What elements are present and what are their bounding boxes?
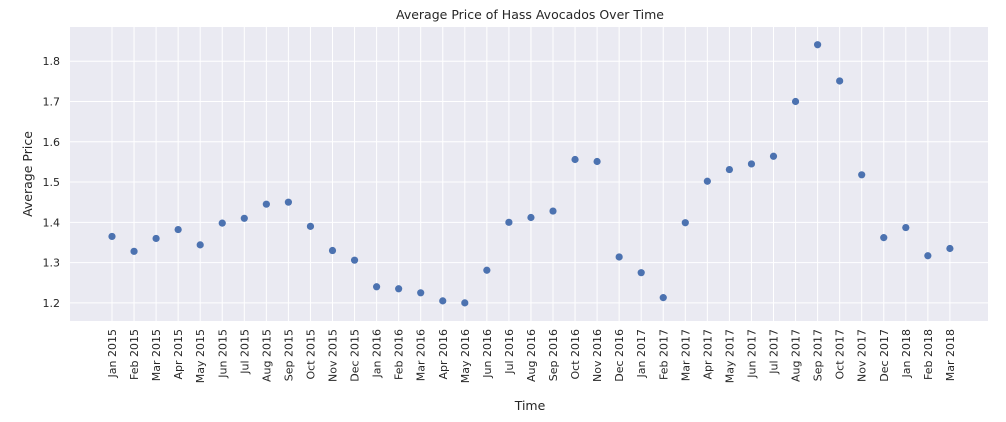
x-tick-label: Mar 2016	[415, 329, 428, 381]
data-point	[417, 289, 425, 297]
data-point	[284, 198, 292, 206]
y-tick-label: 1.5	[43, 176, 61, 189]
x-tick-label: Jan 2015	[106, 329, 119, 378]
x-tick-label: Jul 2017	[768, 329, 781, 375]
data-point	[571, 155, 579, 164]
x-tick-label: Apr 2016	[437, 329, 450, 380]
x-tick-label: Sep 2017	[812, 329, 825, 381]
y-tick-label: 1.4	[43, 216, 61, 229]
data-point	[240, 214, 248, 222]
data-points	[108, 41, 954, 307]
x-tick-label: Nov 2016	[591, 329, 604, 382]
x-tick-label: Feb 2016	[393, 329, 406, 380]
data-point	[924, 252, 932, 260]
y-tick-label: 1.7	[43, 96, 61, 109]
y-axis-title: Average Price	[20, 131, 35, 217]
data-point	[152, 234, 160, 243]
x-tick-label: May 2016	[459, 329, 472, 383]
x-tick-label: Dec 2015	[349, 329, 362, 382]
y-tick-labels: 1.2 1.3 1.4 1.5 1.6 1.7 1.8	[43, 55, 61, 310]
x-tick-label: Jul 2015	[238, 329, 251, 375]
data-point	[593, 157, 601, 166]
x-tick-label: Jul 2016	[503, 329, 516, 375]
data-point	[858, 171, 866, 179]
x-tick-label: Feb 2017	[657, 329, 670, 380]
data-point	[218, 219, 226, 227]
y-tick-label: 1.3	[43, 257, 61, 270]
data-point	[130, 247, 138, 255]
data-point	[527, 213, 535, 222]
data-point	[439, 297, 447, 305]
x-tick-label: Jun 2015	[216, 329, 229, 379]
x-tick-label: Mar 2015	[150, 329, 163, 381]
data-point	[659, 294, 667, 302]
x-tick-labels: Jan 2015 Feb 2015 Mar 2015 Apr 2015 May 2015…	[106, 329, 957, 383]
x-tick-label: Apr 2015	[172, 329, 185, 380]
x-tick-label: Oct 2017	[834, 329, 847, 380]
y-tick-label: 1.6	[43, 136, 61, 149]
x-tick-label: Mar 2017	[679, 329, 692, 381]
plot-area	[70, 27, 988, 321]
x-tick-label: Feb 2015	[128, 329, 141, 380]
data-point	[328, 246, 337, 255]
x-tick-label: Sep 2015	[282, 329, 295, 381]
data-point	[350, 256, 359, 264]
x-tick-label: Dec 2016	[613, 329, 626, 382]
x-axis-title: Time	[514, 398, 546, 413]
x-tick-label: Sep 2016	[547, 329, 560, 381]
y-tick-label: 1.2	[43, 297, 61, 310]
data-point	[946, 244, 954, 253]
x-tick-label: Apr 2017	[701, 329, 714, 380]
data-point	[814, 41, 822, 49]
x-tick-label: Jan 2017	[635, 329, 648, 378]
data-point	[615, 253, 623, 261]
x-tick-label: Nov 2017	[856, 329, 869, 382]
data-point	[902, 223, 910, 232]
x-tick-label: Jun 2017	[745, 329, 758, 379]
data-point	[373, 283, 381, 291]
grid-lines	[70, 27, 988, 321]
data-point	[880, 234, 888, 242]
x-tick-label: Jan 2016	[371, 329, 384, 378]
data-point	[395, 285, 403, 293]
y-tick-label: 1.8	[43, 55, 61, 68]
data-point	[262, 200, 270, 208]
data-point	[836, 77, 844, 85]
x-tick-label: Nov 2015	[327, 329, 340, 382]
chart-title: Average Price of Hass Avocados Over Time	[396, 7, 664, 22]
data-point	[637, 269, 645, 277]
data-point	[483, 266, 491, 274]
data-point	[747, 160, 756, 168]
x-tick-label: May 2017	[723, 329, 736, 383]
x-tick-label: Oct 2015	[304, 329, 317, 380]
data-point	[791, 97, 800, 106]
data-point	[505, 218, 513, 226]
data-point	[306, 222, 315, 230]
data-point	[196, 241, 204, 249]
data-point	[769, 152, 778, 160]
x-tick-label: Mar 2018	[944, 329, 957, 381]
data-point	[108, 232, 116, 241]
data-point	[549, 207, 557, 215]
data-point	[703, 177, 711, 185]
data-point	[681, 219, 689, 227]
x-tick-label: May 2015	[194, 329, 207, 383]
x-tick-label: Aug 2016	[525, 329, 538, 382]
data-point	[461, 299, 469, 307]
x-tick-label: Aug 2017	[790, 329, 803, 382]
x-tick-label: Jun 2016	[481, 329, 494, 379]
x-tick-label: Feb 2018	[922, 329, 935, 380]
data-point	[174, 225, 182, 234]
x-tick-label: Jan 2018	[900, 329, 913, 378]
data-point	[725, 165, 734, 174]
x-tick-label: Aug 2015	[260, 329, 273, 382]
x-tick-label: Oct 2016	[569, 329, 582, 380]
x-tick-label: Dec 2017	[878, 329, 891, 382]
